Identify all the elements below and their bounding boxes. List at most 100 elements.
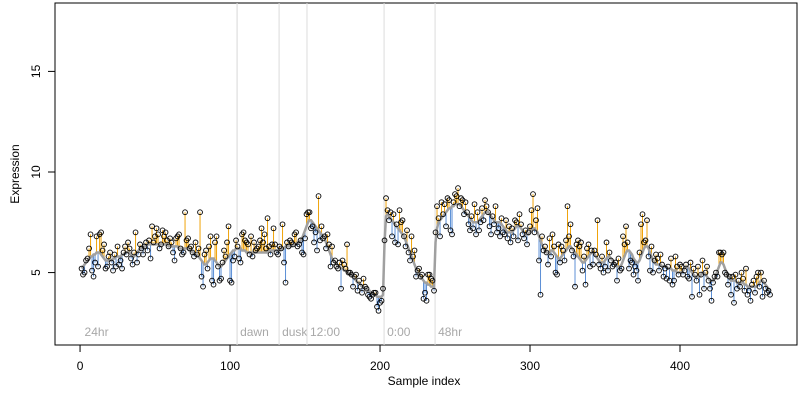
point — [513, 219, 520, 226]
point — [759, 293, 766, 300]
point — [168, 239, 175, 246]
point — [432, 229, 439, 236]
point — [644, 217, 650, 224]
point — [269, 241, 275, 248]
point — [197, 209, 203, 216]
point — [210, 281, 217, 288]
point — [422, 289, 428, 296]
point — [218, 275, 224, 282]
point — [756, 283, 763, 290]
point — [516, 211, 523, 218]
point — [185, 235, 191, 242]
point — [255, 243, 262, 250]
point — [600, 269, 607, 276]
point — [423, 297, 430, 304]
point — [453, 193, 460, 199]
point — [564, 203, 571, 210]
point — [90, 273, 97, 280]
point — [297, 237, 304, 244]
point — [534, 205, 541, 212]
point — [170, 249, 176, 256]
point — [293, 229, 299, 236]
point — [464, 209, 470, 216]
point — [224, 239, 230, 246]
point — [119, 265, 125, 272]
point — [698, 271, 704, 278]
point — [603, 239, 610, 246]
point — [471, 201, 478, 208]
point — [686, 275, 692, 282]
point — [489, 213, 496, 220]
point — [728, 291, 734, 298]
point — [581, 253, 587, 260]
point — [699, 257, 706, 264]
point — [497, 233, 503, 240]
point — [504, 235, 511, 242]
point — [671, 277, 677, 284]
point — [188, 243, 194, 250]
point — [474, 209, 481, 216]
point — [234, 243, 241, 250]
point — [569, 247, 575, 254]
point — [215, 263, 221, 270]
event-label: 48hr — [438, 325, 462, 339]
point — [578, 239, 584, 246]
point — [633, 267, 640, 274]
point — [645, 253, 652, 260]
point — [450, 199, 457, 206]
point — [509, 225, 515, 232]
point — [486, 223, 493, 230]
point — [488, 231, 494, 238]
point — [324, 231, 331, 238]
point — [602, 263, 608, 270]
point — [300, 251, 307, 258]
point — [707, 285, 713, 292]
point — [563, 237, 569, 244]
point — [638, 221, 644, 228]
point — [672, 253, 679, 260]
point — [180, 249, 187, 256]
point — [455, 185, 461, 191]
point — [585, 241, 592, 248]
point — [755, 269, 761, 276]
point — [434, 203, 440, 210]
point — [482, 197, 488, 204]
point — [656, 267, 662, 274]
point — [114, 243, 121, 250]
point — [704, 263, 710, 270]
point — [132, 229, 139, 236]
point — [251, 239, 257, 246]
point — [81, 269, 88, 276]
point — [626, 265, 632, 272]
point — [228, 279, 235, 286]
point — [144, 247, 151, 254]
x-tick-label: 400 — [670, 359, 690, 373]
point — [393, 221, 400, 228]
point — [473, 231, 479, 238]
point — [314, 247, 320, 254]
point — [612, 259, 619, 266]
point — [725, 281, 731, 288]
point — [267, 251, 274, 258]
plot-frame — [54, 2, 798, 346]
point — [248, 233, 254, 240]
point — [701, 285, 707, 292]
point — [545, 261, 551, 268]
point — [389, 233, 395, 240]
point — [618, 265, 625, 272]
point — [689, 293, 695, 300]
point — [344, 241, 350, 248]
point — [732, 271, 739, 278]
point — [395, 241, 401, 248]
point — [692, 271, 698, 278]
point — [312, 229, 319, 236]
point — [264, 215, 271, 222]
x-tick-label: 200 — [370, 359, 390, 373]
y-tick-label: 15 — [29, 64, 43, 78]
point — [521, 235, 527, 242]
point — [335, 265, 341, 272]
point — [551, 243, 557, 250]
point — [539, 233, 545, 240]
point — [629, 259, 635, 266]
